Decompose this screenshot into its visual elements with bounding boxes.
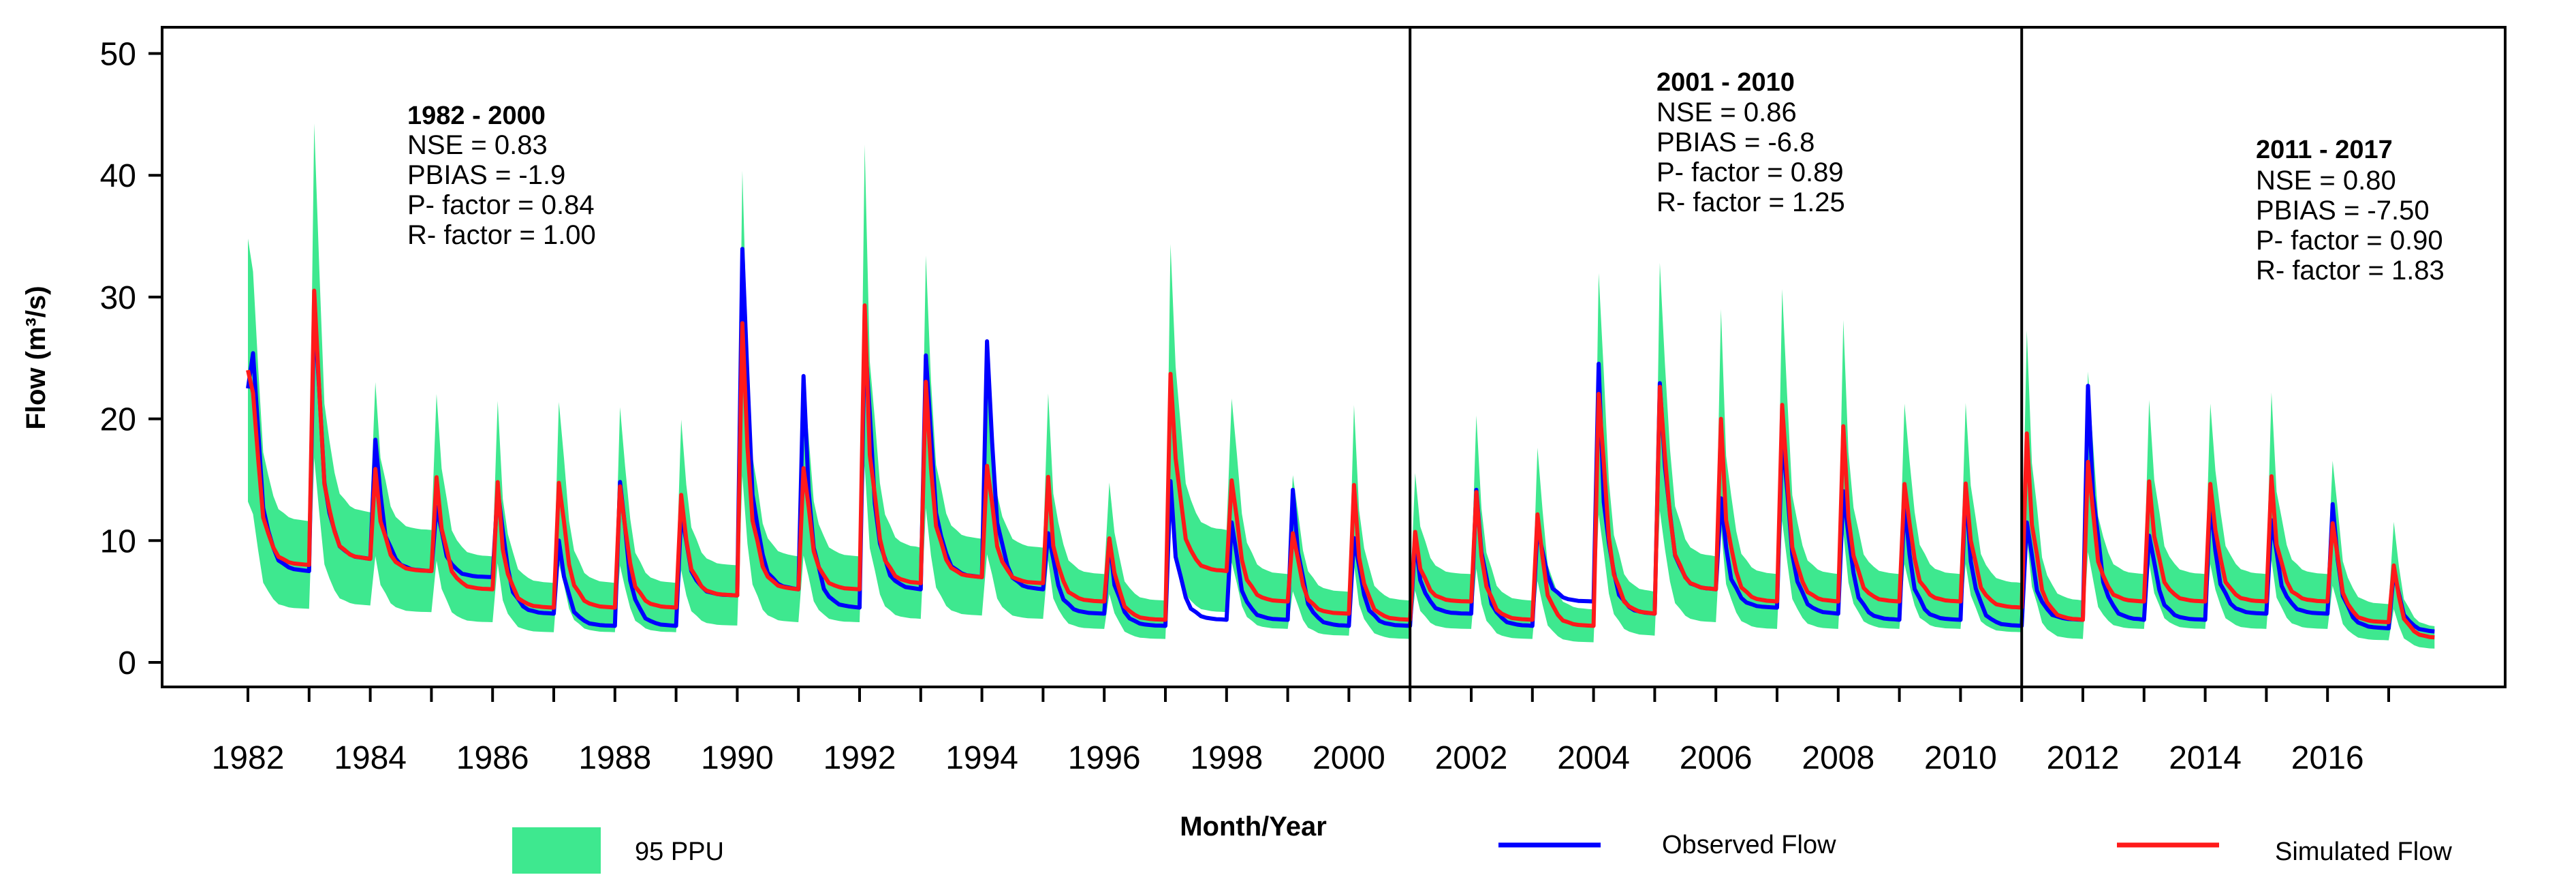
legend-observed-label: Observed Flow xyxy=(1662,831,1836,859)
stats-r-factor: R- factor = 1.00 xyxy=(407,220,596,250)
stats-title: 2001 - 2010 xyxy=(1656,68,1795,97)
x-tick-label: 1996 xyxy=(1068,740,1141,776)
stats-r-factor: R- factor = 1.25 xyxy=(1656,187,1845,217)
simulated-flow-layer xyxy=(246,288,2435,640)
y-tick-label: 30 xyxy=(100,280,136,316)
legend: 95 PPU Observed Flow Simulated Flow xyxy=(512,827,2452,874)
y-tick-label: 40 xyxy=(100,158,136,194)
x-tick-label: 1998 xyxy=(1190,740,1263,776)
x-tick-label: 1986 xyxy=(456,740,529,776)
simulated-flow-line xyxy=(246,288,2435,640)
stats-pbias: PBIAS = -1.9 xyxy=(407,160,565,190)
x-tick-label: 2016 xyxy=(2291,740,2364,776)
x-tick-label: 1990 xyxy=(701,740,774,776)
stats-r-factor: R- factor = 1.83 xyxy=(2256,256,2445,286)
y-tick-label: 20 xyxy=(100,402,136,438)
stats-title: 2011 - 2017 xyxy=(2256,136,2393,164)
y-tick-label: 10 xyxy=(100,523,136,559)
y-axis: 0 10 20 30 40 50 xyxy=(100,37,162,681)
y-tick-label: 0 xyxy=(118,645,136,681)
stats-pbias: PBIAS = -7.50 xyxy=(2256,196,2430,226)
stats-1982-2000: 1982 - 2000 NSE = 0.83 PBIAS = -1.9 P- f… xyxy=(407,102,596,250)
x-tick-label: 2002 xyxy=(1435,740,1508,776)
y-tick-label: 50 xyxy=(100,37,136,73)
legend-simulated-label: Simulated Flow xyxy=(2275,838,2452,866)
stats-nse: NSE = 0.80 xyxy=(2256,166,2396,196)
stats-pbias: PBIAS = -6.8 xyxy=(1656,127,1815,157)
stats-nse: NSE = 0.86 xyxy=(1656,97,1797,127)
y-axis-title: Flow (m³/s) xyxy=(21,286,51,429)
x-axis: 1982 1984 1986 1988 1990 1992 1994 1996 1998 2000… xyxy=(212,687,2390,776)
x-tick-label: 2014 xyxy=(2169,740,2242,776)
x-tick-label: 1988 xyxy=(578,740,651,776)
x-tick-label: 1982 xyxy=(212,740,285,776)
stats-2001-2010: 2001 - 2010 NSE = 0.86 PBIAS = -6.8 P- f… xyxy=(1656,68,1845,217)
x-tick-label: 1992 xyxy=(823,740,896,776)
x-tick-label: 2000 xyxy=(1313,740,1385,776)
ppu-band xyxy=(248,123,2435,649)
x-tick-label: 1984 xyxy=(334,740,407,776)
stats-2011-2017: 2011 - 2017 NSE = 0.80 PBIAS = -7.50 P- … xyxy=(2256,136,2445,286)
stats-p-factor: P- factor = 0.90 xyxy=(2256,226,2443,256)
stats-p-factor: P- factor = 0.84 xyxy=(407,190,595,220)
x-tick-label: 1994 xyxy=(945,740,1018,776)
x-tick-label: 2004 xyxy=(1557,740,1630,776)
stats-title: 1982 - 2000 xyxy=(407,102,546,130)
x-tick-label: 2008 xyxy=(1802,740,1874,776)
legend-95ppu-label: 95 PPU xyxy=(635,838,724,866)
x-tick-label: 2010 xyxy=(1924,740,1997,776)
x-tick-label: 2006 xyxy=(1680,740,1753,776)
x-tick-label: 2012 xyxy=(2047,740,2120,776)
stats-nse: NSE = 0.83 xyxy=(407,130,548,160)
stats-p-factor: P- factor = 0.89 xyxy=(1656,157,1844,187)
ppu-band-layer xyxy=(248,123,2435,649)
x-axis-title: Month/Year xyxy=(1180,812,1327,842)
plot-frame xyxy=(161,26,2507,688)
legend-95ppu-swatch xyxy=(512,827,601,874)
